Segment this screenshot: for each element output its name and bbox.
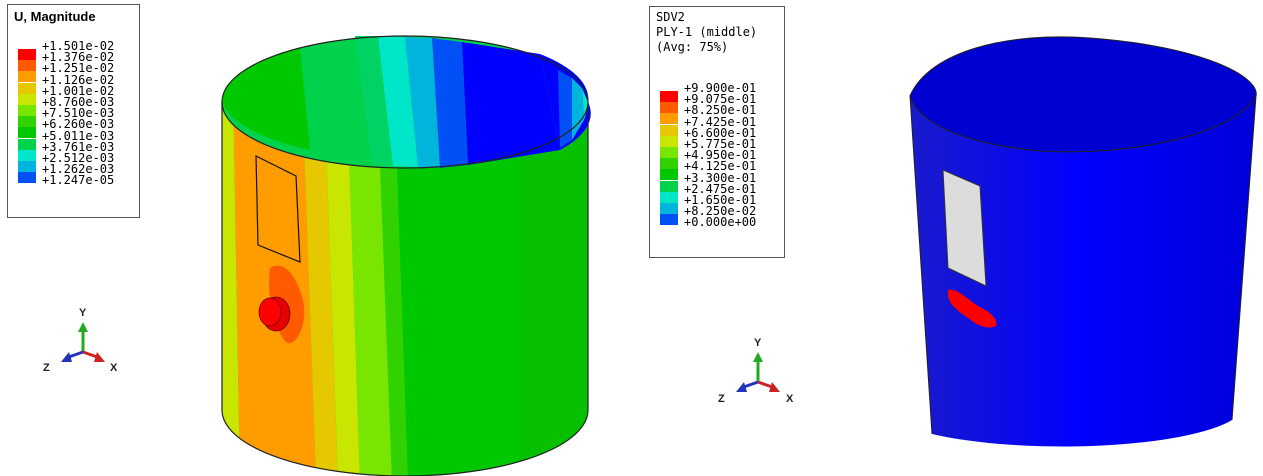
- legend-level-value: +1.262e-03: [42, 162, 115, 177]
- sdv2-legend: SDV2 PLY-1 (middle) (Avg: 75%) +9.900e-0…: [649, 6, 785, 258]
- legend-level-value: +1.501e-02: [42, 39, 115, 53]
- legend-color-swatch: [660, 158, 678, 170]
- legend-level-value: +3.761e-03: [42, 139, 115, 154]
- y-axis-label: Y: [79, 307, 87, 319]
- legend-title-line-3: (Avg: 75%): [656, 40, 729, 54]
- legend-level-value: +6.260e-03: [42, 117, 115, 132]
- left-cylinder: [221, 35, 591, 476]
- legend-color-swatch: [660, 113, 678, 125]
- u-magnitude-legend: U, Magnitude +1.501e-02 +1.376e-02 +1.251e…: [7, 4, 140, 218]
- legend-level-value: +2.512e-03: [42, 151, 115, 165]
- legend-level-value: +1.126e-02: [42, 72, 115, 87]
- patch-region: [942, 169, 987, 287]
- legend-color-swatch: [18, 105, 36, 116]
- legend-color-swatch: [660, 91, 678, 102]
- cylinder-rim: [909, 36, 1257, 153]
- legend-color-swatch: [660, 214, 678, 226]
- z-axis-arrow: [61, 352, 72, 362]
- cylinder-outer-surface: [910, 96, 1256, 447]
- legend-level-value: +4.125e-01: [684, 159, 757, 174]
- legend-color-swatch: [660, 102, 678, 114]
- legend-level-value: +1.001e-02: [42, 83, 115, 98]
- legend-level-value: +1.650e-01: [684, 193, 757, 207]
- legend-color-swatch: [18, 149, 36, 161]
- legend-color-swatch: [18, 127, 36, 139]
- legend-level-value: +5.775e-01: [684, 137, 757, 151]
- x-axis-label: X: [110, 362, 118, 374]
- legend-level-value: +9.900e-01: [684, 81, 757, 95]
- cylinder-outline: [909, 95, 1257, 435]
- legend-color-swatch: [660, 191, 678, 203]
- z-axis-label: Z: [718, 393, 725, 405]
- legend-color-swatch: [18, 82, 36, 94]
- legend-level-value: +9.075e-01: [684, 92, 757, 107]
- legend-level-value: +8.250e-01: [684, 103, 757, 118]
- legend-level-value: +1.247e-05: [42, 173, 115, 188]
- legend-title-line-1: SDV2: [656, 10, 685, 24]
- x-axis-arrow: [94, 352, 105, 362]
- legend-color-swatch: [660, 147, 678, 158]
- legend-color-swatch: [18, 116, 36, 128]
- y-axis-arrow: [78, 322, 88, 332]
- right-axis-triad: Y X Z: [718, 337, 794, 405]
- legend-color-swatch: [660, 135, 678, 147]
- legend-color-swatch: [18, 93, 36, 105]
- y-axis-arrow: [753, 352, 763, 362]
- legend-level-value: +1.376e-02: [42, 50, 115, 65]
- impactor-face: [258, 297, 282, 327]
- cylinder-inner-surface: [910, 36, 1257, 152]
- legend-level-value: +2.475e-01: [684, 181, 757, 196]
- legend-color-swatch: [18, 71, 36, 83]
- legend-color-swatch: [18, 161, 36, 172]
- legend-level-value: +3.300e-01: [684, 170, 757, 185]
- z-axis-arrow: [736, 382, 747, 392]
- left-axis-triad: Y X Z: [43, 307, 118, 374]
- legend-color-swatch: [660, 169, 678, 181]
- legend-level-value: +4.950e-01: [684, 148, 757, 163]
- legend-color-swatch: [18, 138, 36, 150]
- cylinder-inner-surface: [222, 36, 591, 168]
- patch-outline: [255, 155, 301, 263]
- legend-color-swatch: [660, 180, 678, 192]
- legend-level-value: +0.000e+00: [684, 215, 757, 230]
- legend-title-line-2: PLY-1 (middle): [656, 25, 758, 39]
- legend-title: U, Magnitude: [14, 9, 96, 24]
- damage-zone: [947, 289, 997, 328]
- legend-level-value: +8.760e-03: [42, 95, 115, 109]
- x-axis-label: X: [786, 393, 794, 405]
- legend-color-swatch: [18, 60, 36, 72]
- legend-level-value: +5.011e-03: [42, 128, 115, 143]
- legend-level-value: +6.600e-01: [684, 125, 757, 140]
- legend-level-value: +7.425e-01: [684, 114, 757, 129]
- legend-color-swatch: [18, 172, 36, 184]
- legend-level-value: +1.251e-02: [42, 61, 115, 76]
- legend-level-value: +7.510e-03: [42, 106, 115, 121]
- legend-level-value: +8.250e-02: [684, 204, 757, 219]
- x-axis-arrow: [769, 382, 780, 392]
- y-axis-label: Y: [754, 337, 762, 349]
- z-axis-label: Z: [43, 362, 50, 374]
- legend-color-swatch: [660, 124, 678, 136]
- right-cylinder: [909, 36, 1257, 447]
- legend-color-swatch: [660, 203, 678, 214]
- legend-color-swatch: [18, 49, 36, 60]
